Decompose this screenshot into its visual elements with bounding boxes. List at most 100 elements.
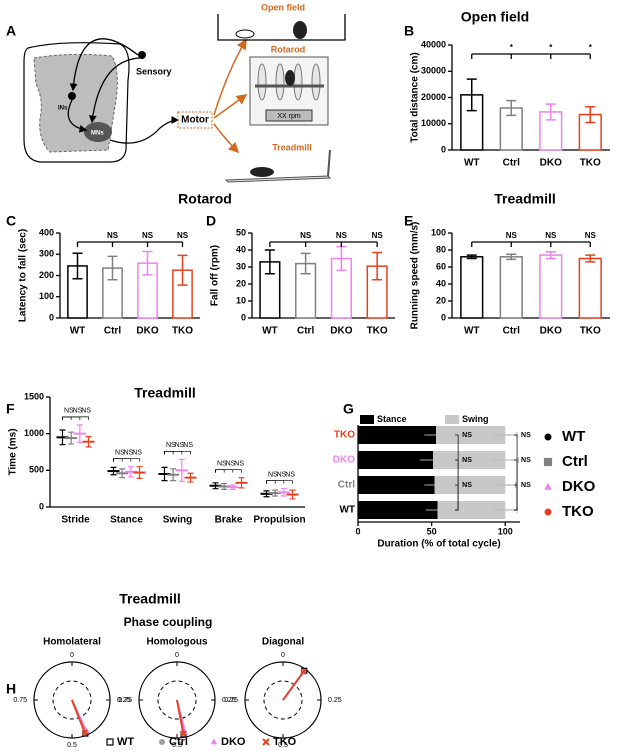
- y-tick-label: 20: [436, 295, 446, 305]
- significance-label: NS: [372, 231, 384, 240]
- polar-tick-label: 0: [281, 652, 285, 659]
- x-tick-label: Ctrl: [503, 326, 520, 337]
- mouse: [235, 29, 255, 39]
- significance-label: NS: [142, 231, 154, 240]
- bar: [539, 254, 563, 319]
- legend-label: Ctrl: [169, 736, 188, 748]
- group-title: Rotarod: [178, 191, 232, 207]
- legend-marker: [106, 738, 114, 746]
- panel-letter: A: [6, 23, 16, 39]
- polar-grid: [157, 680, 197, 720]
- x-tick-label: Swing: [163, 515, 192, 526]
- panel-letter: E: [404, 213, 413, 229]
- label: Treadmill: [272, 142, 312, 152]
- significance-label: NS: [462, 457, 472, 464]
- polar-tick-label: 0.25: [222, 697, 236, 704]
- significance-label: NS: [462, 482, 472, 489]
- phase-vector: [71, 699, 86, 733]
- x-tick-label: Stride: [61, 515, 90, 526]
- y-tick-label: 30000: [421, 66, 446, 76]
- y-tick-label: 200: [39, 270, 54, 280]
- x-tick-label: Stance: [110, 515, 143, 526]
- legend-marker: [543, 457, 553, 467]
- polar-tick-label: 0.5: [172, 742, 182, 749]
- legend-marker: [210, 738, 218, 745]
- significance-label: NS: [285, 472, 295, 479]
- bracket: [164, 450, 174, 455]
- error-bar: [263, 490, 270, 498]
- y-tick-label: 0: [49, 312, 54, 322]
- legend-marker: [544, 433, 552, 441]
- y-tick-label: DKO: [333, 455, 355, 466]
- error-bar: [238, 477, 245, 489]
- error-bar: [59, 429, 66, 446]
- polar-tick-label: 0: [175, 652, 179, 659]
- significance-label: NS: [506, 231, 518, 240]
- error-bar: [289, 489, 296, 500]
- vector-marker: [180, 730, 187, 737]
- legend-swatch: [360, 415, 374, 424]
- y-axis-label: Running speed (mm/s): [410, 222, 421, 330]
- chart-title: Treadmill: [119, 591, 180, 607]
- x-tick-label: WT: [262, 326, 278, 337]
- y-tick-label: 1500: [24, 391, 44, 401]
- arrow: [88, 57, 141, 124]
- bracket: [514, 434, 518, 511]
- x-tick-label: Ctrl: [104, 326, 121, 337]
- legend-marker: [159, 739, 165, 745]
- error-bar: [545, 250, 556, 260]
- significance-label: NS: [107, 231, 119, 240]
- legend-label: Ctrl: [562, 453, 588, 470]
- bracket: [455, 484, 459, 511]
- label: Rotarod: [271, 44, 306, 54]
- error-bar: [272, 489, 279, 497]
- error-bar: [72, 252, 83, 280]
- bar-segment: [434, 476, 506, 494]
- error-bar: [187, 472, 194, 483]
- x-tick-label: Ctrl: [297, 326, 314, 337]
- significance-label: NS: [226, 461, 236, 468]
- x-tick-label: TKO: [172, 326, 193, 337]
- error-bar: [229, 484, 236, 490]
- bar: [578, 257, 602, 319]
- error-bar: [585, 254, 596, 263]
- error-bar: [127, 466, 134, 478]
- error-bar: [545, 103, 556, 121]
- significance-label: NS: [277, 472, 287, 479]
- polar-grid: [52, 680, 92, 720]
- legend-label: DKO: [221, 736, 246, 748]
- legend-label: DKO: [562, 478, 596, 495]
- bar-segment: [358, 426, 437, 444]
- bracket: [215, 469, 225, 473]
- legend-label: WT: [562, 428, 585, 445]
- chart-title: Treadmill: [134, 385, 195, 401]
- y-tick-label: Ctrl: [338, 480, 355, 491]
- polar-tick-label: 0.25: [117, 697, 131, 704]
- y-tick-label: 60: [436, 261, 446, 271]
- x-tick-label: WT: [70, 326, 86, 337]
- error-bar: [212, 482, 219, 490]
- x-tick-label: Ctrl: [503, 158, 520, 169]
- error-bar: [585, 105, 596, 124]
- bar-segment: [437, 501, 506, 519]
- significance-label: NS: [175, 442, 185, 449]
- error-bar: [119, 468, 126, 479]
- legend-marker: [262, 738, 270, 746]
- vector-marker: [300, 668, 307, 675]
- x-tick-label: 0: [355, 526, 360, 536]
- y-tick-label: 80: [436, 244, 446, 254]
- error-bar: [466, 254, 477, 260]
- y-axis-label: Latency to fall (sec): [18, 229, 29, 322]
- mouse: [293, 21, 307, 39]
- chart-subtitle: Phase coupling: [124, 615, 213, 629]
- error-bar: [264, 249, 275, 275]
- bar-segment: [358, 451, 434, 469]
- y-tick-label: 40: [236, 244, 246, 254]
- plot-title: Homologous: [146, 637, 208, 648]
- bracket: [62, 416, 89, 420]
- y-axis-label: Time (ms): [8, 428, 19, 475]
- x-axis-label: Duration (% of total cycle): [377, 539, 500, 550]
- polar-tick-label: 0.25: [328, 697, 342, 704]
- bracket: [266, 480, 293, 484]
- bracket: [266, 480, 276, 484]
